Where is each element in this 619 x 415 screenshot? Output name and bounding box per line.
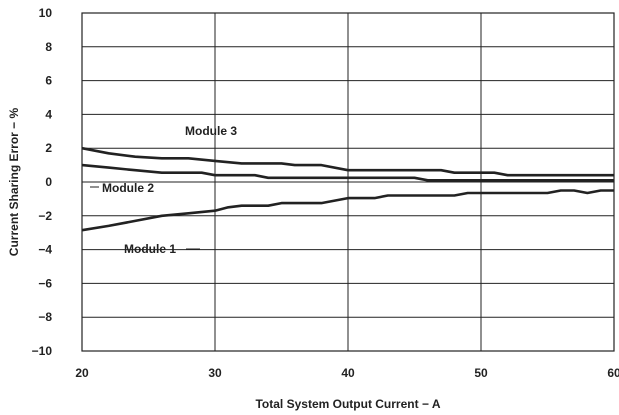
x-axis-tick-labels: 20 30 40 50 60: [75, 366, 619, 380]
plot-area-frame: [81, 12, 615, 352]
y-tick-label: 6: [45, 74, 52, 88]
series-line-module-1: [81, 189, 614, 232]
series-label-module-2: Module 2: [102, 181, 154, 195]
y-tick-label: 4: [45, 107, 52, 121]
y-tick-label: 0: [45, 175, 52, 189]
series-lines: [81, 146, 614, 232]
series-line-module-3: [81, 146, 614, 177]
x-tick-label: 30: [208, 366, 222, 380]
x-tick-label: 50: [474, 366, 488, 380]
series-line-module-2: [81, 163, 614, 182]
x-tick-label: 40: [341, 366, 355, 380]
y-tick-label: −6: [38, 276, 52, 290]
x-tick-label: 60: [607, 366, 619, 380]
y-tick-label: 2: [45, 141, 52, 155]
x-tick-label: 20: [75, 366, 89, 380]
y-axis-title: Current Sharing Error − %: [7, 107, 21, 256]
y-axis-tick-labels: 10 8 6 4 2 0 −2 −4 −6 −8 −10: [32, 6, 53, 358]
y-tick-label: −4: [38, 243, 52, 257]
series-label-module-3: Module 3: [185, 124, 237, 138]
series-labels: Module 3 Module 2 Module 1: [90, 124, 237, 256]
x-axis-title: Total System Output Current − A: [255, 397, 440, 411]
y-tick-label: −10: [32, 344, 53, 358]
y-tick-label: −8: [38, 310, 52, 324]
y-tick-label: −2: [38, 209, 52, 223]
y-tick-label: 10: [39, 6, 53, 20]
series-label-module-1: Module 1: [124, 242, 176, 256]
grid: [81, 12, 615, 352]
y-tick-label: 8: [45, 40, 52, 54]
